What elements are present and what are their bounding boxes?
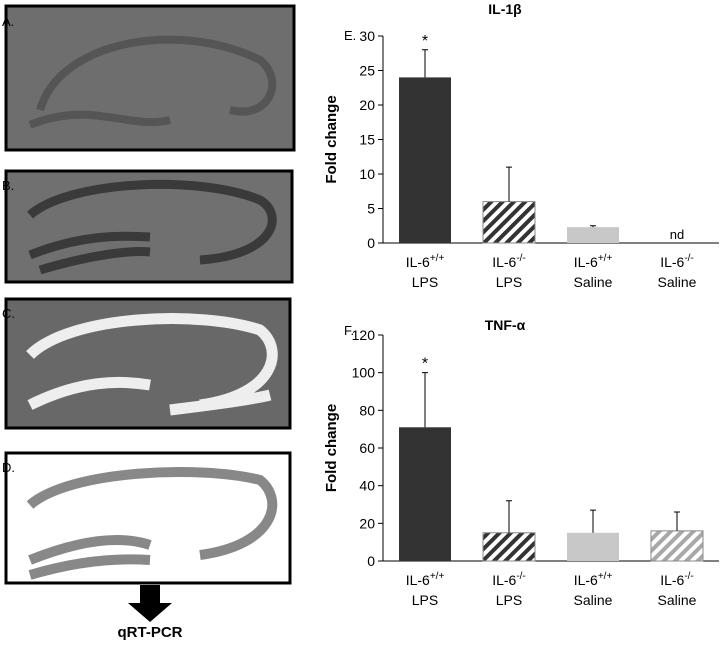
error-bar (506, 166, 512, 202)
y-tick-label: 120 (352, 327, 376, 343)
panel-label: D. (2, 460, 15, 475)
x-tick-label: Saline (658, 274, 697, 290)
x-tick-label: Saline (574, 592, 613, 608)
category-name: IL-6 (660, 572, 684, 588)
y-tick-label: 0 (367, 553, 375, 569)
marker-label: * (422, 356, 428, 373)
y-tick-label: 40 (359, 478, 375, 494)
x-tick-label: IL-6-/- (660, 571, 694, 588)
bar (482, 532, 536, 562)
y-tick-label: 25 (359, 63, 375, 79)
chart-title: IL-1β (488, 1, 522, 17)
bar (650, 530, 704, 562)
panel-label: C. (2, 306, 15, 321)
category-superscript: -/- (684, 571, 693, 582)
error-bar (506, 500, 512, 533)
category-name: IL-6 (574, 254, 598, 270)
bar (567, 532, 619, 561)
y-axis-label: Fold change (323, 95, 340, 183)
x-tick-label: IL-6-/- (660, 253, 694, 270)
y-tick-label: 100 (352, 365, 376, 381)
arrow (128, 585, 172, 622)
category-superscript: +/+ (430, 253, 445, 264)
y-tick-label: 20 (359, 515, 375, 531)
bar (567, 227, 619, 243)
x-tick-label: IL-6-/- (492, 253, 526, 270)
x-tick-label: Saline (574, 274, 613, 290)
x-tick-label: LPS (496, 274, 522, 290)
error-bar (422, 372, 428, 428)
error-bar (422, 49, 428, 78)
y-tick-label: 80 (359, 402, 375, 418)
x-tick-label: LPS (412, 592, 438, 608)
bar (399, 77, 451, 244)
arrow-label: qRT-PCR (118, 624, 183, 641)
y-axis-label: Fold change (323, 404, 340, 492)
x-tick-label: IL-6+/+ (574, 571, 613, 588)
error-bar (590, 509, 596, 533)
category-superscript: +/+ (598, 253, 613, 264)
panel-label: A. (2, 14, 14, 29)
x-tick-label: IL-6+/+ (406, 253, 445, 270)
category-superscript: +/+ (598, 571, 613, 582)
error-bar (590, 225, 596, 228)
micrograph-d (4, 451, 292, 585)
x-tick-label: LPS (412, 274, 438, 290)
y-tick-label: 15 (359, 132, 375, 148)
micrograph-b (4, 169, 294, 284)
category-name: IL-6 (406, 254, 430, 270)
chart-title: TNF-α (485, 317, 526, 333)
y-tick-label: 0 (367, 235, 375, 251)
category-superscript: +/+ (430, 571, 445, 582)
y-tick-label: 60 (359, 440, 375, 456)
panel-label: B. (2, 178, 14, 193)
y-tick-label: 10 (359, 166, 375, 182)
category-name: IL-6 (574, 572, 598, 588)
x-tick-label: Saline (658, 592, 697, 608)
marker-label: nd (670, 227, 684, 242)
bar (482, 201, 536, 244)
bar (399, 427, 451, 561)
x-tick-label: LPS (496, 592, 522, 608)
micrograph-c (4, 297, 292, 430)
category-name: IL-6 (660, 254, 684, 270)
category-name: IL-6 (492, 254, 516, 270)
category-name: IL-6 (406, 572, 430, 588)
marker-label: * (422, 33, 428, 50)
error-bar (674, 511, 680, 531)
category-superscript: -/- (684, 253, 693, 264)
x-tick-label: IL-6+/+ (406, 571, 445, 588)
micrograph-a (4, 4, 296, 152)
y-tick-label: 20 (359, 97, 375, 113)
category-name: IL-6 (492, 572, 516, 588)
x-tick-label: IL-6-/- (492, 571, 526, 588)
category-superscript: -/- (516, 571, 525, 582)
y-tick-label: 30 (359, 28, 375, 44)
category-superscript: -/- (516, 253, 525, 264)
y-tick-label: 5 (367, 201, 375, 217)
panel-label: F. (344, 323, 354, 338)
x-tick-label: IL-6+/+ (574, 253, 613, 270)
panel-label: E. (344, 28, 356, 43)
